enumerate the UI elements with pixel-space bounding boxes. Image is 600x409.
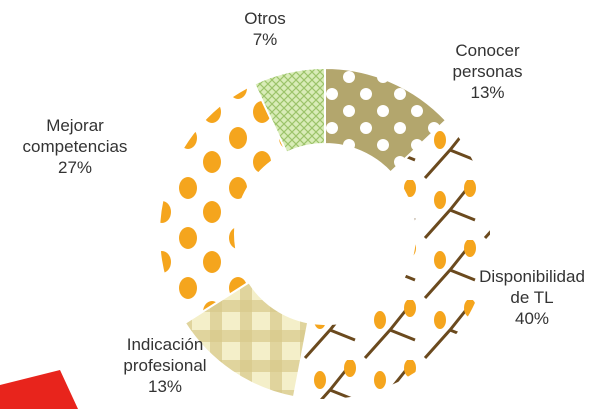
slice-label: Mejorar competencias 27% <box>20 115 130 178</box>
category-label: Indicación profesional <box>123 335 207 375</box>
value-label: 13% <box>147 377 183 396</box>
slice-label: Otros 7% <box>225 8 305 50</box>
donut-slice <box>158 82 289 325</box>
slice-label: Conocer personas 13% <box>435 40 540 103</box>
decoration <box>0 370 78 409</box>
category-label: Disponibilidad de TL <box>479 267 585 307</box>
donut-slice <box>292 118 492 401</box>
category-label: Otros <box>244 9 286 28</box>
category-label: Conocer personas <box>452 41 523 81</box>
slice-label: Indicación profesional 13% <box>95 334 235 397</box>
category-label: Mejorar competencias <box>22 116 128 156</box>
donut-slice <box>252 66 326 154</box>
value-label: 13% <box>470 83 505 102</box>
slice-label: Disponibilidad de TL 40% <box>468 266 596 329</box>
value-label: 7% <box>252 30 278 49</box>
value-label: 27% <box>57 158 93 177</box>
value-label: 40% <box>514 309 550 328</box>
